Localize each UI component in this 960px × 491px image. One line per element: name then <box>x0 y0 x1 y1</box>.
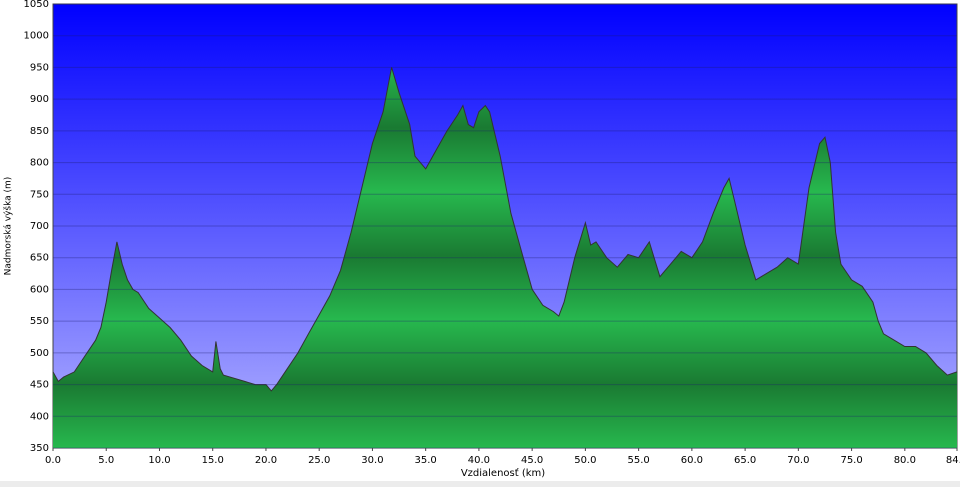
x-tick-label: 45.0 <box>521 455 543 466</box>
elevation-line <box>52 67 958 392</box>
x-tick-label: 55.0 <box>627 455 649 466</box>
y-tick-label: 600 <box>30 284 49 295</box>
x-tick-label: 10.0 <box>148 455 170 466</box>
x-tick-label: 0.0 <box>45 455 61 466</box>
footer-strip <box>0 481 960 487</box>
x-tick-label: 25.0 <box>308 455 330 466</box>
elevation-area <box>53 67 957 449</box>
y-axis-label: Nadmorská výška (m) <box>3 177 14 276</box>
y-tick-label: 700 <box>30 221 49 232</box>
x-tick-label: 20.0 <box>255 455 277 466</box>
x-axis-label: Vzdialenosť (km) <box>461 467 545 479</box>
x-tick-label: 30.0 <box>361 455 383 466</box>
y-tick-label: 850 <box>30 126 49 137</box>
y-tick-label: 500 <box>30 348 49 359</box>
x-tick-label: 80.0 <box>894 455 916 466</box>
x-tick-label: 15.0 <box>202 455 224 466</box>
y-tick-label: 800 <box>30 158 49 169</box>
x-tick-label: 70.0 <box>787 455 809 466</box>
x-tick-label: 5.0 <box>98 455 114 466</box>
x-tick-label: 60.0 <box>681 455 703 466</box>
y-tick-label: 400 <box>30 411 49 422</box>
y-tick-label: 750 <box>30 189 49 200</box>
x-tick-label: 84.9 <box>946 455 960 466</box>
y-tick-label: 650 <box>30 253 49 264</box>
y-tick-label: 450 <box>30 380 49 391</box>
x-tick-label: 65.0 <box>734 455 756 466</box>
y-tick-label: 350 <box>30 443 49 454</box>
x-tick-label: 75.0 <box>840 455 862 466</box>
y-tick-label: 900 <box>30 94 49 105</box>
y-tick-label: 1000 <box>24 31 49 42</box>
y-tick-label: 1050 <box>24 0 49 10</box>
x-tick-label: 40.0 <box>468 455 490 466</box>
x-tick-label: 50.0 <box>574 455 596 466</box>
x-tick-label: 35.0 <box>415 455 437 466</box>
y-tick-label: 950 <box>30 62 49 73</box>
y-tick-label: 550 <box>30 316 49 327</box>
